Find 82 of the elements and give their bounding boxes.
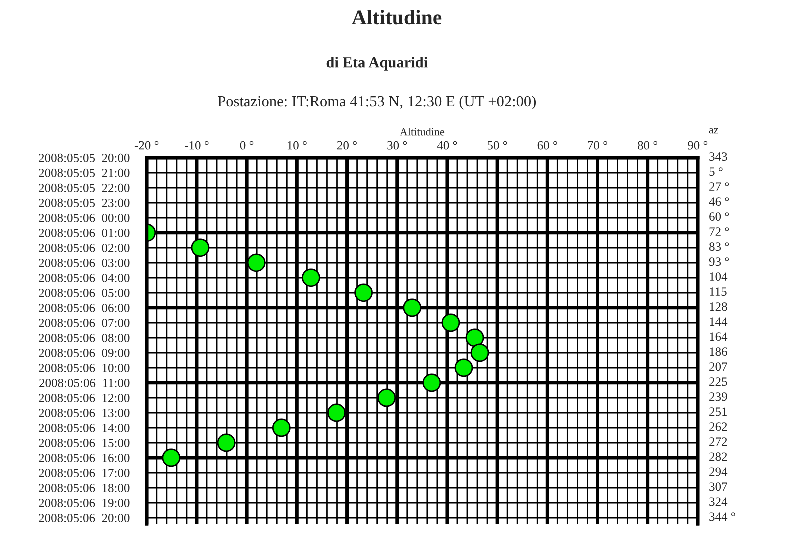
y-tick-label: 2008:05:06 16:00 bbox=[39, 454, 130, 462]
y-tick-label: 2008:05:06 05:00 bbox=[39, 288, 130, 298]
text: Postazione: IT:Roma 41:53 N, 12:30 E (UT +02:00) bbox=[218, 96, 536, 110]
point bbox=[454, 358, 474, 378]
y-tick-label: 2008:05:06 01:00 bbox=[39, 228, 130, 238]
y2-tick-label: 164 bbox=[710, 332, 728, 342]
point bbox=[403, 298, 422, 318]
y2-tick-label: 72 ° bbox=[710, 228, 730, 236]
y2-tick-label: 46 ° bbox=[709, 198, 730, 206]
y2-tick-label: 262 bbox=[710, 422, 728, 432]
point bbox=[217, 434, 236, 452]
y2-tick-label: 128 bbox=[710, 302, 728, 312]
y-tick-label: 2008:05:06 20:00 bbox=[39, 514, 130, 522]
chart-title: Altitudine bbox=[352, 10, 442, 25]
point bbox=[466, 328, 484, 348]
y-tick-label: 2008:05:06 10:00 bbox=[39, 364, 130, 372]
y-tick-label: 2008:05:06 13:00 bbox=[39, 408, 130, 418]
x-tick-label: 10 ° bbox=[288, 141, 307, 150]
y2-tick-label: 343 bbox=[710, 152, 728, 162]
point bbox=[354, 284, 373, 302]
y-tick-label: 2008:05:06 19:00 bbox=[39, 498, 130, 508]
y-tick-label: 2008:05:06 04:00 bbox=[39, 274, 130, 282]
point bbox=[328, 404, 346, 422]
y2-tick-label: 186 bbox=[710, 348, 728, 356]
y-tick-label: 2008:05:05 21:00 bbox=[39, 168, 130, 178]
point bbox=[247, 254, 266, 272]
chart-subtitle: di Eta Aquaridi bbox=[326, 57, 428, 71]
y2-tick-label: 104 bbox=[710, 272, 728, 282]
y2-tick-label: 144 bbox=[710, 318, 728, 326]
y2-tick-label: 83 ° bbox=[710, 242, 730, 252]
y2-tick-label: 324 bbox=[710, 498, 728, 506]
y-tick-label: 2008:05:06 07:00 bbox=[39, 318, 130, 328]
y2-tick-label: 225 bbox=[710, 378, 728, 386]
point bbox=[378, 388, 396, 408]
y-tick-label: 2008:05:05 23:00 bbox=[39, 198, 130, 208]
point bbox=[162, 448, 181, 468]
point bbox=[272, 418, 291, 438]
y-tick-label: 2008:05:05 20:00 bbox=[39, 154, 130, 162]
y-tick-label: 2008:05:06 17:00 bbox=[39, 468, 130, 478]
x-tick-label: 30 ° bbox=[388, 141, 408, 150]
y-tick-label: 2008:05:06 14:00 bbox=[39, 424, 130, 432]
y2-tick-label: 27 ° bbox=[710, 182, 730, 191]
y-tick-label: 2008:05:06 02:00 bbox=[39, 244, 130, 252]
y-tick-label: 2008:05:06 18:00 bbox=[39, 484, 130, 492]
y-tick-label: 2008:05:06 08:00 bbox=[39, 334, 130, 342]
y2-tick-label: 344 ° bbox=[710, 512, 736, 522]
y2-axis-title: az bbox=[709, 128, 718, 134]
point bbox=[422, 374, 442, 392]
y-tick-label: 2008:05:06 12:00 bbox=[39, 394, 130, 402]
x-tick-label: 50 ° bbox=[488, 141, 508, 150]
point bbox=[191, 238, 210, 258]
y-tick-label: 2008:05:06 11:00 bbox=[40, 378, 130, 388]
point bbox=[302, 268, 320, 288]
x-tick-label: 70 ° bbox=[588, 141, 608, 150]
y2-tick-label: 251 bbox=[710, 408, 728, 416]
y2-tick-label: 60 ° bbox=[710, 212, 730, 222]
y2-tick-label: 239 bbox=[710, 392, 728, 402]
point bbox=[470, 344, 490, 362]
y-tick-label: 2008:05:06 09:00 bbox=[39, 348, 130, 358]
y2-tick-label: 282 bbox=[710, 452, 728, 462]
y2-tick-label: 93 ° bbox=[709, 258, 730, 266]
point bbox=[442, 314, 460, 332]
x-tick-label: 80 ° bbox=[638, 141, 658, 150]
y-tick-label: 2008:05:05 22:00 bbox=[39, 184, 130, 192]
y2-tick-label: 207 bbox=[710, 362, 728, 372]
y-tick-label: 2008:05:06 00:00 bbox=[39, 214, 130, 222]
x-tick-label: 20 ° bbox=[338, 141, 357, 150]
y-tick-label: 2008:05:06 03:00 bbox=[39, 258, 130, 268]
x-tick-label: 40 ° bbox=[437, 141, 458, 150]
x-tick-label: 0 ° bbox=[240, 141, 254, 150]
x-axis-title: Altitudine bbox=[400, 128, 445, 136]
x-tick-label: 90 ° bbox=[688, 141, 708, 150]
x-tick-label: -10 ° bbox=[185, 141, 209, 150]
x-tick-label: 60 ° bbox=[538, 141, 558, 150]
y2-tick-label: 5 ° bbox=[710, 168, 723, 176]
y2-tick-label: 115 bbox=[710, 288, 727, 296]
y-tick-label: 2008:05:06 06:00 bbox=[39, 304, 130, 312]
y2-tick-label: 307 bbox=[710, 482, 728, 492]
y-tick-label: 2008:05:06 15:00 bbox=[39, 438, 130, 448]
y2-tick-label: 272 bbox=[710, 438, 728, 446]
x-tick-label: -20 ° bbox=[134, 141, 159, 150]
y2-tick-label: 294 bbox=[710, 468, 728, 476]
